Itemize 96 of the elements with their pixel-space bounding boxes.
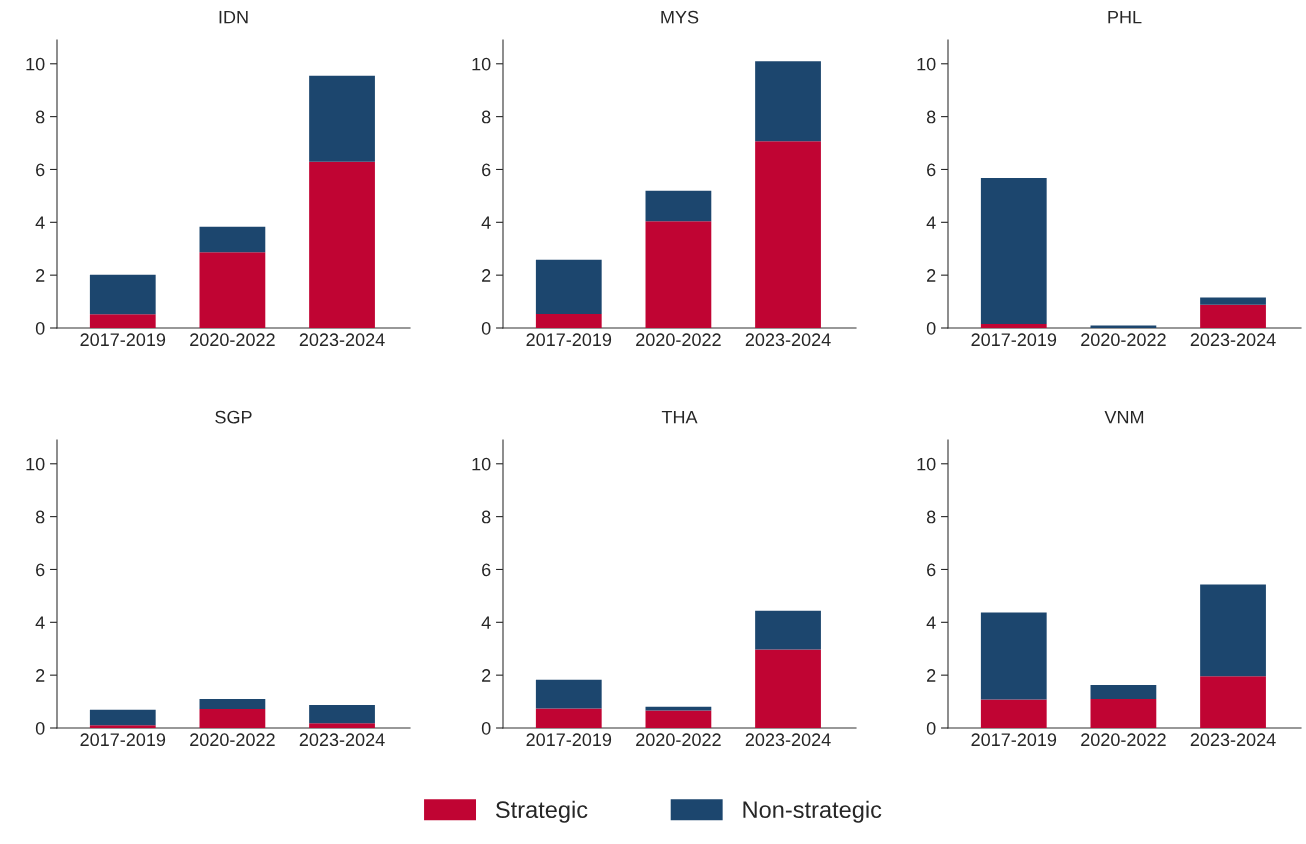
y-tick-label: 4 [481, 616, 491, 629]
bar [535, 314, 602, 328]
y-tick-label: 10 [26, 57, 45, 71]
bar [89, 709, 156, 726]
y-tick-label: 10 [917, 57, 936, 71]
x-tick-label: 2023-2024 [299, 733, 385, 747]
bar [645, 706, 712, 711]
legend-label: Non-strategic [743, 800, 882, 823]
bar [645, 221, 712, 328]
x-tick-label: 2017-2019 [971, 733, 1057, 747]
y-tick-label: 2 [36, 669, 45, 682]
bar [1200, 297, 1266, 305]
y-tick-label: 10 [472, 57, 491, 71]
y-tick-label: 8 [481, 110, 491, 124]
chart-title: SGP [215, 410, 252, 424]
y-tick-label: 2 [927, 269, 936, 282]
bar [89, 314, 156, 328]
bar [1200, 676, 1266, 728]
bar [980, 612, 1047, 700]
x-tick-label: 2020-2022 [1081, 333, 1166, 347]
chart-title: MYS [661, 10, 699, 24]
x-tick-label: 2020-2022 [190, 333, 275, 347]
x-tick-label: 2017-2019 [80, 733, 166, 747]
y-tick-label: 4 [926, 216, 936, 229]
bar [1200, 584, 1266, 677]
y-tick-label: 8 [926, 510, 936, 524]
y-tick-label: 0 [35, 721, 45, 735]
x-tick-label: 2020-2022 [1081, 733, 1166, 747]
y-tick-label: 6 [36, 163, 45, 177]
chart-title: VNM [1104, 410, 1144, 424]
bar [89, 725, 156, 728]
x-tick-label: 2017-2019 [526, 733, 612, 747]
bar [755, 141, 821, 328]
y-tick-label: 8 [926, 110, 936, 124]
y-tick-label: 4 [481, 216, 491, 229]
bar [1200, 304, 1266, 328]
bar [535, 679, 602, 709]
bar [755, 61, 821, 142]
y-tick-label: 0 [926, 721, 936, 735]
y-tick-label: 4 [35, 216, 45, 229]
bar [980, 324, 1047, 328]
chart-title: IDN [219, 10, 248, 24]
bar [309, 723, 375, 728]
x-tick-label: 2023-2024 [1190, 733, 1276, 747]
x-tick-label: 2023-2024 [745, 733, 831, 747]
bar [309, 161, 375, 328]
y-tick-label: 2 [482, 669, 491, 682]
bar [309, 705, 375, 724]
y-tick-label: 0 [481, 721, 491, 735]
y-tick-label: 0 [481, 321, 491, 335]
chart-title: THA [661, 410, 698, 424]
bar [980, 699, 1047, 728]
y-tick-label: 8 [35, 510, 45, 524]
bar [645, 710, 712, 728]
bar [199, 708, 266, 728]
y-tick-label: 2 [482, 269, 491, 282]
x-tick-label: 2023-2024 [1190, 333, 1276, 347]
bar [535, 708, 602, 728]
y-tick-label: 6 [927, 163, 936, 177]
y-tick-label: 8 [35, 110, 45, 124]
bar [89, 274, 156, 315]
y-tick-label: 10 [472, 457, 491, 471]
y-tick-label: 4 [926, 616, 936, 629]
x-tick-label: 2020-2022 [636, 333, 721, 347]
bar [1090, 698, 1157, 728]
bar [1090, 684, 1157, 699]
y-tick-label: 10 [917, 457, 936, 471]
y-tick-label: 6 [482, 163, 491, 177]
bar [199, 226, 266, 253]
bar [199, 252, 266, 328]
y-tick-label: 2 [36, 269, 45, 282]
x-tick-label: 2020-2022 [190, 733, 275, 747]
bar [755, 649, 821, 728]
bar [199, 698, 266, 709]
bar [755, 610, 821, 650]
y-tick-label: 6 [482, 563, 491, 577]
y-tick-label: 0 [35, 321, 45, 335]
x-tick-label: 2017-2019 [971, 333, 1057, 347]
x-tick-label: 2017-2019 [80, 333, 166, 347]
y-tick-label: 6 [927, 563, 936, 577]
y-tick-label: 2 [927, 669, 936, 682]
x-tick-label: 2020-2022 [636, 733, 721, 747]
bar [535, 259, 602, 314]
y-tick-label: 4 [35, 616, 45, 629]
bar [645, 190, 712, 222]
legend-label: Strategic [495, 800, 588, 823]
bar [309, 75, 375, 162]
y-tick-label: 8 [481, 510, 491, 524]
bar [980, 177, 1047, 325]
y-tick-label: 6 [36, 563, 45, 577]
chart-title: PHL [1108, 10, 1142, 24]
x-tick-label: 2023-2024 [745, 333, 831, 347]
y-tick-label: 10 [26, 457, 45, 471]
x-tick-label: 2023-2024 [299, 333, 385, 347]
x-tick-label: 2017-2019 [526, 333, 612, 347]
y-tick-label: 0 [926, 321, 936, 335]
